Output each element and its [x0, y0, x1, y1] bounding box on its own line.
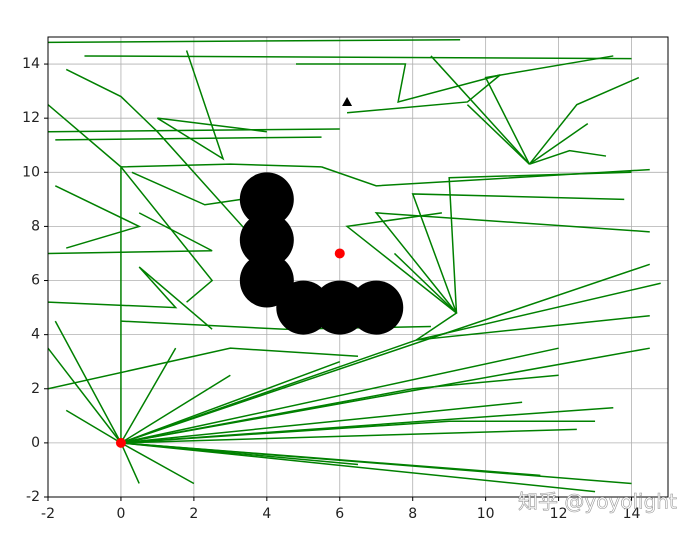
tree-edge — [48, 347, 122, 444]
tree-edge — [84, 55, 632, 60]
tree-edge — [120, 163, 322, 168]
y-tick-label: 10 — [22, 164, 40, 180]
plot-frame — [47, 36, 669, 498]
point — [115, 437, 126, 448]
tree-edge — [529, 149, 607, 165]
tree-edge — [54, 185, 142, 249]
target — [342, 96, 353, 106]
tree-edge — [120, 442, 596, 493]
tree-edge — [296, 63, 501, 114]
tree-edge — [48, 347, 359, 390]
y-tick-label: 2 — [31, 381, 40, 397]
tree-edge — [157, 50, 267, 161]
x-tick-label: 2 — [189, 506, 198, 522]
tree-edge — [65, 409, 122, 444]
x-tick-label: 12 — [550, 506, 568, 522]
tree-edge — [120, 166, 214, 303]
tree-edge — [48, 104, 122, 443]
y-tick-label: -2 — [26, 489, 40, 505]
obstacle — [239, 172, 294, 227]
tree-edge — [120, 347, 559, 444]
y-tick-label: 0 — [31, 435, 40, 451]
x-tick-label: -2 — [41, 506, 55, 522]
y-tick-label: 4 — [31, 327, 40, 343]
watermark: 知乎 @yoyolight — [518, 490, 677, 514]
tree-edge — [393, 252, 458, 341]
y-tick-label: 14 — [22, 56, 40, 72]
tree-edge — [54, 320, 122, 444]
tree-edge — [48, 128, 340, 133]
y-tick-label: 12 — [22, 110, 40, 126]
tree-edge — [120, 347, 177, 444]
tree-edge — [416, 314, 650, 341]
obstacle — [239, 212, 294, 267]
tree-edge — [411, 193, 625, 314]
tree-edge — [120, 374, 559, 444]
tree-edge — [484, 55, 614, 165]
tree-edge — [528, 122, 589, 165]
tree-edge — [120, 420, 596, 444]
tree-edge — [55, 136, 322, 141]
x-tick-label: 8 — [408, 506, 417, 522]
tree-edge — [120, 401, 523, 444]
tree-edge — [120, 442, 541, 477]
tree-edge — [528, 76, 640, 165]
x-tick-label: 0 — [116, 506, 125, 522]
tree-edge — [345, 212, 457, 314]
obstacle — [349, 280, 404, 335]
tree-edge — [48, 38, 461, 44]
tree-edge — [120, 442, 140, 484]
tree-edge — [65, 68, 268, 254]
y-tick-label: 6 — [31, 273, 40, 289]
tree-edge — [120, 442, 195, 485]
x-tick-label: 4 — [262, 506, 271, 522]
x-tick-label: 6 — [335, 506, 344, 522]
tree-edge — [374, 212, 650, 314]
x-tick-label: 14 — [623, 506, 641, 522]
tree-edge — [48, 212, 213, 255]
tree-edge — [120, 374, 231, 444]
tree-edge — [120, 361, 341, 444]
tree-edge — [131, 171, 242, 206]
tree-edge — [466, 104, 530, 165]
tree-edge — [48, 266, 213, 330]
tree-edge — [430, 55, 530, 165]
x-tick-label: 10 — [477, 506, 495, 522]
tree-edge — [321, 166, 650, 187]
point — [334, 248, 345, 259]
tree-edge — [120, 428, 577, 444]
y-tick-label: 8 — [31, 218, 40, 234]
tree-edge — [120, 263, 651, 444]
